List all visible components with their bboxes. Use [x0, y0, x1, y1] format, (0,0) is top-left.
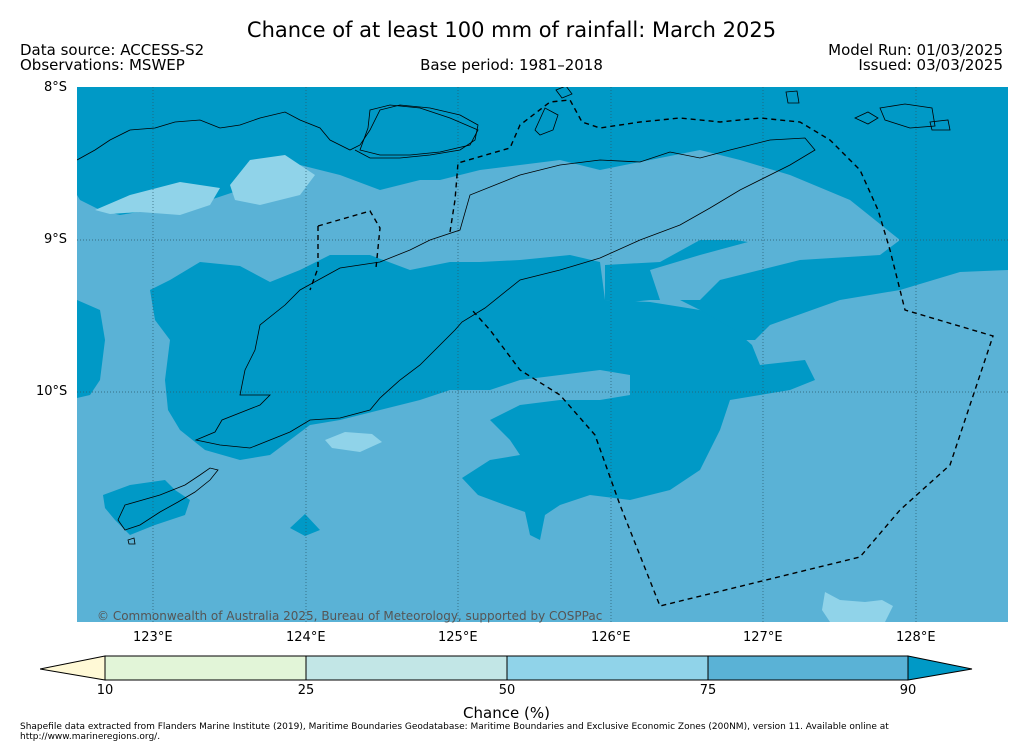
map-svg — [77, 87, 1008, 622]
islet-coastline-5 — [785, 90, 800, 104]
region-50-75-a — [95, 182, 220, 215]
region-over-90-north — [77, 87, 1008, 340]
base-period-text: Base period: 1981–2018 — [420, 56, 603, 74]
rote-coastline — [117, 467, 219, 531]
lon-label-128e: 128°E — [896, 630, 936, 645]
region-50-75-c — [325, 432, 382, 452]
lat-label-8s: 8°S — [44, 80, 68, 95]
colorbar-tick-75: 75 — [699, 683, 717, 698]
colorbar — [39, 655, 974, 683]
colorbar-svg — [39, 655, 973, 681]
region-over-90-islet1 — [290, 514, 320, 536]
islet-coastline-7 — [127, 537, 136, 545]
lat-label-10s: 10°S — [36, 384, 68, 399]
region-50-75-b — [230, 155, 315, 205]
colorbar-75-90 — [707, 655, 909, 681]
colorbar-tick-10: 10 — [96, 683, 114, 698]
colorbar-tick-25: 25 — [297, 683, 315, 698]
coastlines — [77, 87, 951, 545]
region-over-90-west — [77, 300, 105, 398]
wetar-coastline — [359, 104, 479, 156]
islet-coastline-2 — [854, 111, 879, 125]
colorbar-25-50 — [305, 655, 508, 681]
model-run-text: Model Run: 01/03/2025 — [828, 41, 1003, 59]
lon-label-127e: 127°E — [743, 630, 783, 645]
data-source-text: Data source: ACCESS-S2 — [20, 41, 205, 59]
lon-label-124e: 124°E — [286, 630, 326, 645]
copyright-text: © Commonwealth of Australia 2025, Bureau… — [97, 609, 603, 623]
islet-coastline-4 — [929, 119, 951, 131]
lat-label-9s: 9°S — [44, 232, 68, 247]
colorbar-over-90 — [907, 655, 973, 681]
islet-coastline-6 — [555, 87, 573, 99]
map-title: Chance of at least 100 mm of rainfall: M… — [246, 18, 777, 42]
eez-boundary — [309, 99, 994, 607]
lon-label-125e: 125°E — [438, 630, 478, 645]
observations-text: Observations: MSWEP — [20, 56, 185, 74]
colorbar-50-75 — [506, 655, 709, 681]
region-50-75-d — [822, 592, 893, 622]
map-area — [77, 87, 1008, 622]
colorbar-under-10 — [39, 655, 106, 681]
timor-coastline — [194, 137, 816, 449]
colorbar-tick-90: 90 — [899, 683, 917, 698]
colorbar-label: Chance (%) — [463, 704, 550, 722]
lon-label-126e: 126°E — [591, 630, 631, 645]
colorbar-tick-50: 50 — [498, 683, 516, 698]
region-over-90-islet2 — [528, 311, 542, 321]
issued-text: Issued: 03/03/2025 — [858, 56, 1003, 74]
region-over-90-sw — [103, 480, 190, 535]
footer-note: Shapefile data extracted from Flanders M… — [20, 722, 889, 742]
islet-coastline-1 — [534, 107, 559, 136]
north-islands-coastline — [77, 104, 479, 161]
graticule — [77, 87, 1008, 622]
colorbar-10-25 — [104, 655, 307, 681]
lon-label-123e: 123°E — [133, 630, 173, 645]
region-over-90-main — [150, 255, 815, 540]
islet-coastline-3 — [879, 103, 936, 129]
